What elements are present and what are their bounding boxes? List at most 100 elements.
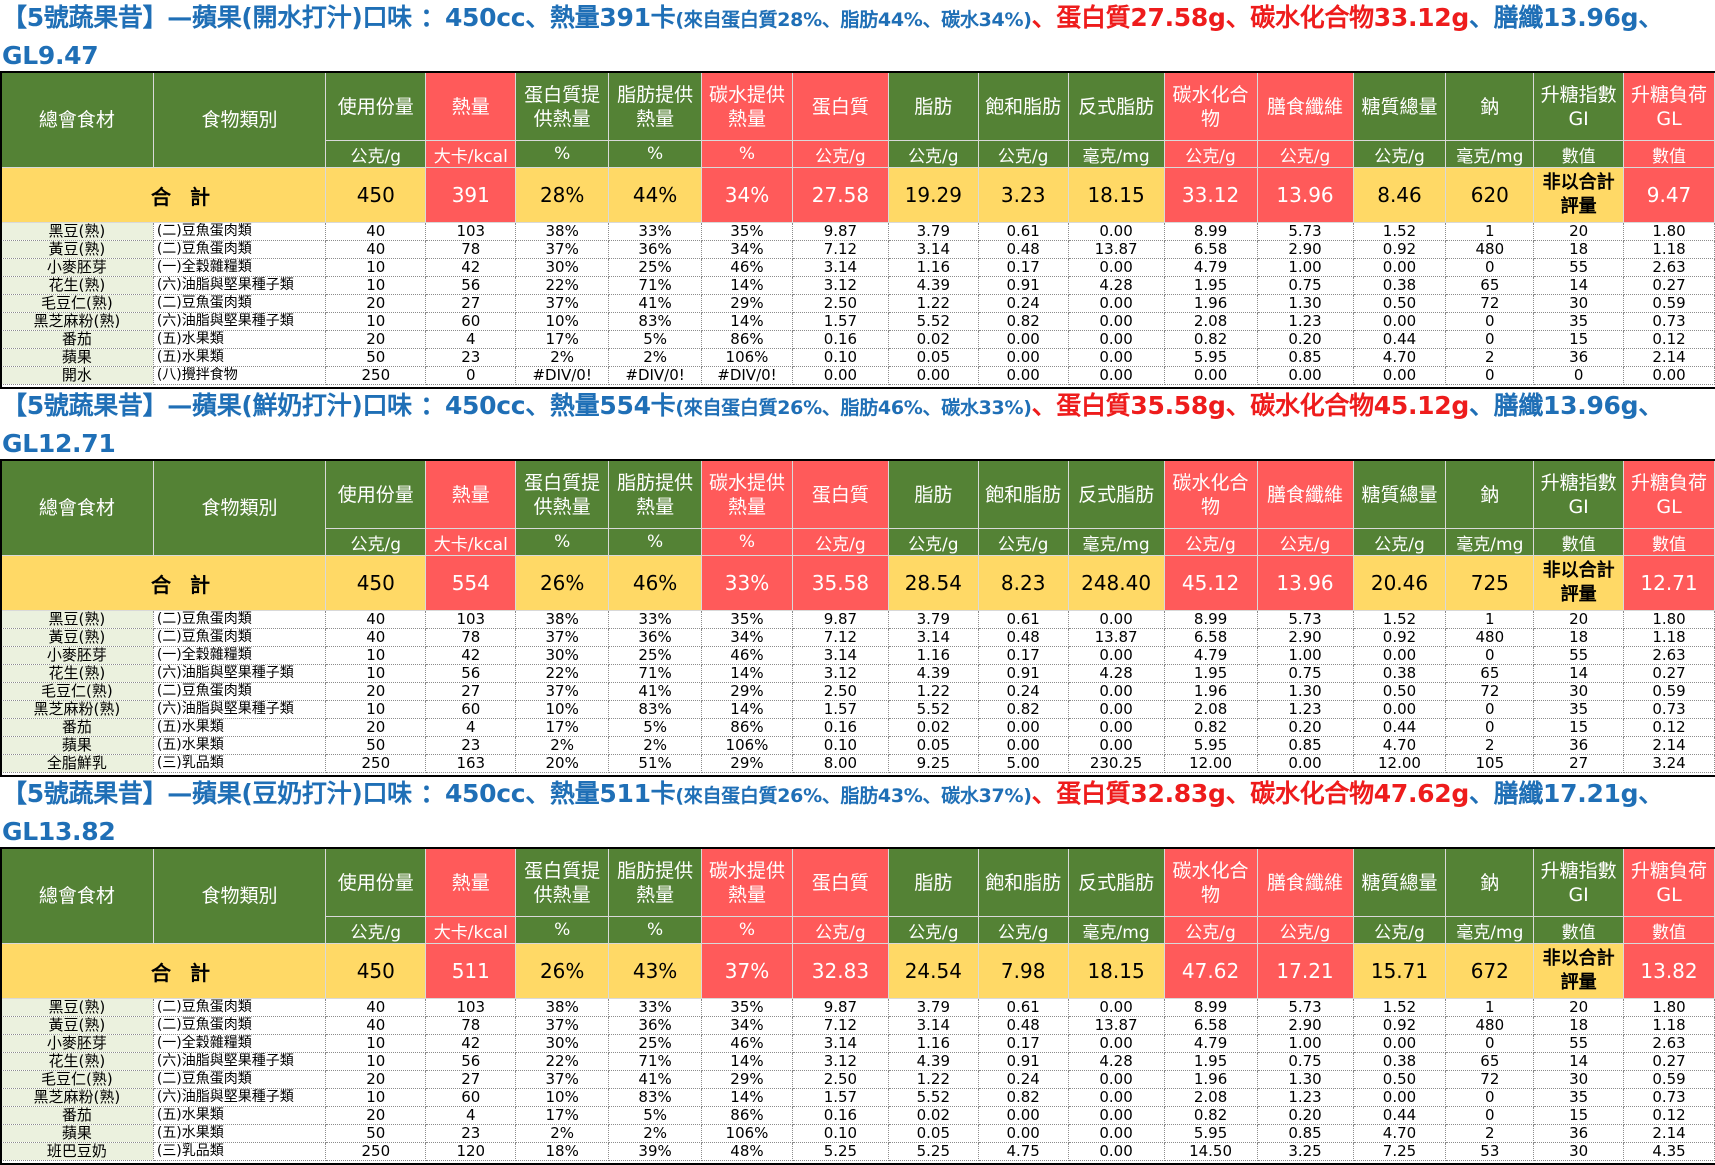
cell-transfat: 0.00 [1067,1088,1165,1107]
cell-gi: 55 [1533,646,1625,665]
cell-sugar: 1.52 [1352,998,1447,1017]
cell-sodium: 65 [1445,664,1535,683]
cell-protein: 8.00 [791,754,889,773]
cell-sugar: 7.25 [1352,1142,1447,1161]
ingredient-row: 小麥胚芽 (一)全穀雜糧類 10 42 30% 25% 46% 3.14 1.16 0.17 0.0… [0,1034,1715,1053]
total-calories: 511 [425,943,517,999]
cell-protein: 1.57 [791,1088,889,1107]
total-carb-pct: 33% [701,555,793,611]
cell-protein: 0.10 [791,1124,889,1143]
cell-gl: 1.18 [1623,628,1715,647]
cell-fat: 3.14 [887,240,979,259]
cell-fat-pct: 51% [608,754,703,773]
cell-transfat: 0.00 [1067,366,1165,385]
column-header-sugar: 糖質總量 [1352,72,1447,141]
unit-transfat: 毫克/mg [1067,916,1165,944]
cell-satfat: 0.91 [977,276,1069,295]
cell-sugar: 0.00 [1352,366,1447,385]
ingredient-name: 黃豆(熟) [0,1016,154,1035]
cell-transfat: 4.28 [1067,1052,1165,1071]
nutrition-table: 總會食材 食物類別 使用份量 熱量 蛋白質提供熱量 脂肪提供熱量 碳水提供熱量 蛋白質 脂肪 飽和… [0,460,1715,773]
cell-sodium: 480 [1445,240,1535,259]
cell-sugar: 4.70 [1352,736,1447,755]
total-sugar: 15.71 [1352,943,1447,999]
unit-row: 公克/g 大卡/kcal%%% 公克/g 公克/g 公克/g 毫克/mg 公克/g 公克/g 公… [1,916,1715,944]
cell-sugar: 0.44 [1352,1106,1447,1125]
unit-row: 公克/g 大卡/kcal%%% 公克/g 公克/g 公克/g 毫克/mg 公克/g 公克/g 公… [1,528,1715,556]
ingredient-name: 番茄 [0,1106,154,1125]
ingredient-name: 小麥胚芽 [0,646,154,665]
cell-fiber: 1.30 [1256,682,1354,701]
unit-fat: 公克/g [887,528,979,556]
cell-protein-pct: 17% [515,718,610,737]
cell-transfat: 0.00 [1067,294,1165,313]
cell-gi: 18 [1533,628,1625,647]
cell-gl: 0.27 [1623,664,1715,683]
food-category: (三)乳品類 [152,1142,327,1161]
food-category: (二)豆魚蛋肉類 [152,294,327,313]
cell-fiber: 1.00 [1256,646,1354,665]
column-header-fat-pct: 脂肪提供熱量 [608,460,703,529]
cell-fiber: 0.20 [1256,330,1354,349]
cell-protein: 7.12 [791,240,889,259]
unit-satfat: 公克/g [977,140,1069,168]
unit-carbs: 公克/g [1163,916,1258,944]
ingredient-row: 黃豆(熟) (二)豆魚蛋肉類 40 78 37% 36% 34% 7.12 3.14 0.48 13… [0,628,1715,647]
cell-gl: 0.59 [1623,682,1715,701]
cell-carb-pct: 29% [701,1070,793,1089]
section-title: 【5號蔬果昔】—蘋果(開水打汁)口味 ：450cc、熱量391卡(來自蛋白質28… [2,0,1702,70]
cell-carbs: 5.95 [1163,1124,1258,1143]
cell-sodium: 1 [1445,998,1535,1017]
cell-protein-pct: 37% [515,628,610,647]
cell-calories: 103 [425,998,517,1017]
cell-sodium: 0 [1445,1034,1535,1053]
cell-fiber: 2.90 [1256,240,1354,259]
cell-carbs: 1.96 [1163,294,1258,313]
unit-protein: 公克/g [791,916,889,944]
food-category: (六)油脂與堅果種子類 [152,700,327,719]
column-header-protein-pct: 蛋白質提供熱量 [515,460,610,529]
food-category: (五)水果類 [152,348,327,367]
cell-sugar: 0.00 [1352,646,1447,665]
ingredient-name: 小麥胚芽 [0,258,154,277]
cell-calories: 60 [425,1088,517,1107]
cell-transfat: 0.00 [1067,1070,1165,1089]
cell-satfat: 0.91 [977,1052,1069,1071]
cell-carb-pct: 86% [701,330,793,349]
cell-gl: 2.14 [1623,1124,1715,1143]
cell-fat-pct: 5% [608,1106,703,1125]
cell-carbs: 8.99 [1163,610,1258,629]
cell-sodium: 72 [1445,682,1535,701]
cell-fat-pct: 83% [608,1088,703,1107]
cell-satfat: 0.00 [977,1106,1069,1125]
total-protein: 32.83 [791,943,889,999]
cell-calories: 4 [425,1106,517,1125]
cell-sodium: 0 [1445,312,1535,331]
cell-fiber: 1.00 [1256,258,1354,277]
cell-portion: 10 [325,700,427,719]
cell-fat: 5.52 [887,1088,979,1107]
cell-gl: 2.63 [1623,646,1715,665]
unit-sugar: 公克/g [1352,528,1447,556]
cell-portion: 40 [325,998,427,1017]
cell-protein-pct: 18% [515,1142,610,1161]
cell-protein-pct: 30% [515,1034,610,1053]
unit-satfat: 公克/g [977,528,1069,556]
cell-fiber: 3.25 [1256,1142,1354,1161]
cell-fat: 1.22 [887,1070,979,1089]
column-header-transfat: 反式脂肪 [1067,460,1165,529]
cell-fat-pct: 36% [608,1016,703,1035]
cell-sugar: 0.00 [1352,258,1447,277]
food-category: (六)油脂與堅果種子類 [152,276,327,295]
cell-protein: 3.12 [791,1052,889,1071]
column-header-fiber: 膳食纖維 [1256,848,1354,917]
cell-sodium: 65 [1445,1052,1535,1071]
cell-satfat: 4.75 [977,1142,1069,1161]
cell-portion: 20 [325,1070,427,1089]
cell-fat: 0.05 [887,1124,979,1143]
unit-sodium: 毫克/mg [1445,528,1535,556]
cell-calories: 60 [425,312,517,331]
cell-portion: 10 [325,646,427,665]
cell-satfat: 0.00 [977,1124,1069,1143]
total-fat: 28.54 [887,555,979,611]
